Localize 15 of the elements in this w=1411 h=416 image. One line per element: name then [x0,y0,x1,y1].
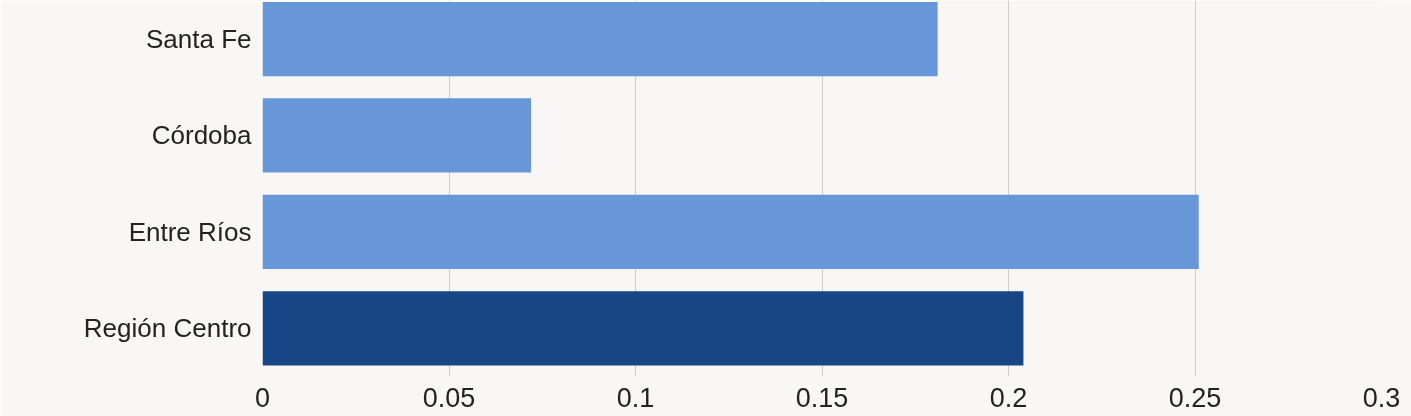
x-tick-label: 0.3 [1362,382,1401,413]
y-tick-label: Entre Ríos [128,216,252,247]
y-tick-label: Santa Fe [145,24,252,55]
bar [262,1,938,77]
bar [262,98,532,173]
y-tick-label: Córdoba [151,120,253,151]
bar [262,194,1199,269]
x-tick-label: 0.15 [795,382,849,413]
x-tick-label: 0.2 [989,382,1028,413]
x-tick-label: 0.1 [616,382,655,413]
bar [262,291,1024,366]
x-tick-label: 0.05 [422,382,476,413]
y-tick-label: Región Centro [83,313,252,344]
x-tick-label: 0 [254,382,271,413]
x-tick-label: 0.25 [1168,382,1222,413]
